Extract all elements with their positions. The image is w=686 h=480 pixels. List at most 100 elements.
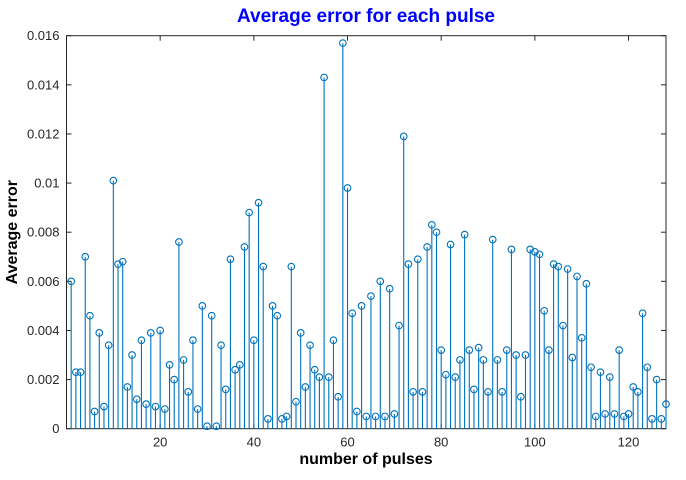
stem-marker: [104, 341, 113, 350]
x-tick-label: 100: [524, 435, 546, 450]
stem-marker: [559, 321, 567, 330]
stem-marker: [76, 368, 85, 377]
stem-marker: [624, 410, 633, 418]
stem-marker: [100, 402, 108, 411]
stem-marker: [310, 365, 319, 374]
y-tick-label: 0.004: [27, 323, 60, 338]
stem-marker: [516, 392, 525, 401]
stem-marker: [203, 422, 211, 431]
stem-marker: [367, 292, 375, 300]
stem-marker: [320, 73, 328, 82]
stem-marker: [493, 356, 502, 364]
stem-marker: [470, 385, 478, 394]
stem-marker: [184, 388, 193, 396]
stem-marker: [357, 302, 366, 310]
stem-marker: [338, 39, 347, 47]
stem-marker: [118, 257, 127, 266]
x-tick-label: 60: [340, 435, 354, 450]
stem-marker: [95, 329, 104, 337]
stem-marker: [306, 341, 314, 350]
stem-marker: [413, 255, 422, 264]
stem-marker: [409, 388, 417, 396]
stem-marker: [282, 412, 291, 421]
stem-marker: [156, 326, 165, 335]
stem-marker: [395, 321, 403, 330]
x-tick-label: 80: [434, 435, 448, 450]
stem-marker: [488, 235, 497, 244]
stem-marker: [170, 375, 179, 384]
y-tick-label: 0: [52, 421, 59, 436]
stem-marker: [146, 329, 155, 337]
stem-marker: [535, 250, 544, 259]
y-tick-label: 0.012: [27, 126, 60, 141]
stem-marker: [301, 383, 310, 391]
stem-marker: [423, 243, 431, 251]
stem-marker: [123, 383, 132, 391]
stem-marker: [273, 311, 282, 320]
stem-marker: [573, 272, 581, 281]
stem-marker: [142, 400, 150, 408]
y-axis-label-container: Average error: [2, 36, 24, 429]
stem-marker: [249, 336, 258, 345]
stem-marker: [568, 353, 577, 362]
stem-marker: [456, 356, 464, 364]
stem-marker: [161, 405, 169, 413]
stem-marker: [296, 329, 305, 337]
stem-marker: [460, 230, 469, 239]
stem-marker: [582, 279, 591, 288]
stem-marker: [334, 392, 342, 401]
y-tick-label: 0.01: [34, 176, 59, 191]
x-tick-label: 20: [153, 435, 167, 450]
stem-marker: [371, 412, 380, 421]
stem-marker: [231, 365, 239, 374]
stem-marker: [292, 397, 300, 406]
stem-marker: [353, 407, 361, 416]
x-tick-label: 40: [247, 435, 261, 450]
stem-marker: [151, 402, 160, 411]
stem-marker: [634, 388, 642, 396]
y-tick-label: 0.006: [27, 274, 60, 289]
stem-marker: [90, 407, 99, 416]
stem-marker: [474, 343, 483, 352]
stem-marker: [507, 245, 516, 254]
stem-marker: [615, 346, 624, 354]
x-tick-label: 120: [618, 435, 640, 450]
stem-marker: [563, 265, 572, 273]
stem-marker: [404, 260, 413, 268]
stem-marker: [381, 412, 389, 421]
stem-marker: [587, 363, 595, 372]
stem-marker: [418, 388, 427, 396]
chart-title: Average error for each pulse: [236, 6, 495, 27]
stem-marker: [596, 368, 605, 377]
stem-marker: [484, 388, 492, 396]
stem-marker: [657, 415, 666, 423]
stem-marker: [385, 284, 394, 293]
stem-marker: [264, 415, 272, 423]
stem-marker: [165, 360, 174, 369]
stem-marker: [619, 412, 628, 421]
stem-marker: [591, 412, 600, 421]
stem-marker: [268, 302, 277, 310]
stem-marker: [329, 336, 338, 345]
stem-marker: [240, 243, 249, 251]
stem-marker: [502, 346, 511, 354]
plot-box: [66, 35, 667, 430]
stem-marker: [610, 410, 619, 418]
stem-marker: [245, 208, 254, 217]
stem-marker: [67, 277, 76, 286]
stem-marker: [554, 262, 563, 271]
stem-marker: [81, 252, 90, 261]
stem-marker: [498, 388, 506, 396]
stem-marker: [629, 383, 638, 391]
stem-marker: [437, 346, 446, 354]
stem-marker: [512, 351, 520, 359]
stem-marker: [605, 373, 614, 381]
y-tick-label: 0.002: [27, 372, 60, 387]
stem-marker: [212, 422, 221, 431]
stem-marker: [479, 356, 488, 364]
stem-marker: [221, 385, 230, 394]
stem-marker: [254, 198, 263, 207]
stem-marker: [446, 240, 455, 249]
stem-marker: [193, 405, 202, 413]
